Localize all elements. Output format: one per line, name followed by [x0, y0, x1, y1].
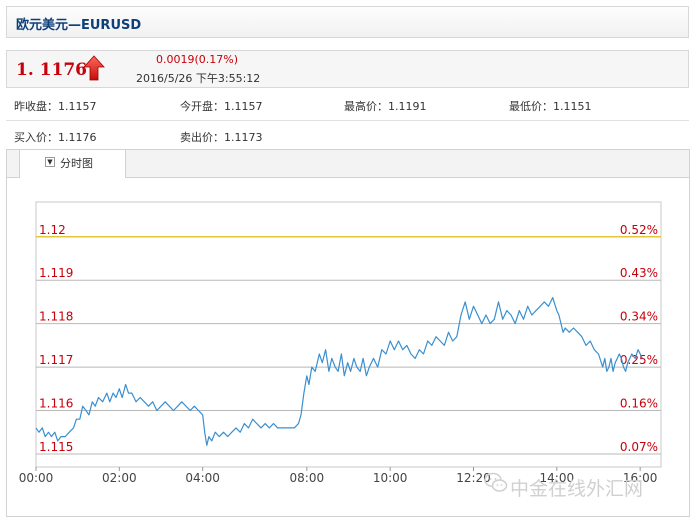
bid-price: 买入价：1.1176: [14, 131, 97, 144]
x-tick-label: 08:00: [290, 471, 325, 485]
low-price: 最低价：1.1151: [509, 100, 592, 113]
y-tick-label: 1.119: [39, 266, 73, 280]
prev-close: 昨收盘：1.1157: [14, 100, 97, 113]
stats-row-2: 买入价：1.1176 卖出价：1.1173: [6, 121, 689, 151]
page-title: 欧元美元—EURUSD: [16, 18, 142, 33]
wechat-icon: [484, 472, 508, 498]
y-tick-label-right: 0.43%: [620, 266, 658, 280]
x-tick-label: 04:00: [185, 471, 220, 485]
y-tick-label-right: 0.34%: [620, 310, 658, 324]
ask-price: 卖出价：1.1173: [180, 131, 263, 144]
x-tick-label: 02:00: [102, 471, 137, 485]
tab-label: 分时图: [60, 157, 93, 170]
y-tick-label: 1.118: [39, 310, 73, 324]
stats-row-1: 昨收盘：1.1157 今开盘：1.1157 最高价：1.1191 最低价：1.1…: [6, 90, 689, 121]
x-tick-label: 14:00: [540, 471, 575, 485]
price-change: 0.0019(0.17%): [156, 53, 239, 66]
high-price: 最高价：1.1191: [344, 100, 427, 113]
dropdown-icon[interactable]: ▼: [45, 157, 55, 167]
watermark-text: 中金在线外汇网: [510, 478, 644, 500]
current-price: 1. 1176: [16, 60, 87, 80]
chart-panel: ▼ 分时图 1.12 0.52% 1.119 0.43% 1.118 0.34% 1.117…: [6, 149, 690, 517]
watermark: 中金在线外汇网: [484, 472, 643, 500]
open-price: 今开盘：1.1157: [180, 100, 263, 113]
tab-intraday[interactable]: ▼ 分时图: [19, 150, 126, 178]
price-line: [35, 297, 643, 446]
x-tick-label: 16:00: [623, 471, 658, 485]
y-tick-label: 1.115: [39, 440, 73, 454]
title-bar: 欧元美元—EURUSD: [6, 6, 689, 38]
tab-strip: ▼ 分时图: [7, 150, 689, 178]
x-tick-label: 00:00: [19, 471, 54, 485]
plot-area: [35, 201, 662, 468]
x-tick-label: 12:20: [456, 471, 491, 485]
quote-bar: 1. 1176 0.0019(0.17%) 2016/5/26 下午3:55:1…: [6, 50, 689, 88]
quote-timestamp: 2016/5/26 下午3:55:12: [136, 72, 261, 85]
y-tick-label: 1.12: [39, 223, 66, 237]
intraday-chart: 1.12 0.52% 1.119 0.43% 1.118 0.34% 1.117 0.25% 1…: [19, 201, 662, 485]
y-tick-label-right: 0.16%: [620, 397, 658, 411]
y-tick-label: 1.117: [39, 353, 73, 367]
up-arrow-icon: [83, 55, 105, 85]
y-tick-label-right: 0.25%: [620, 353, 658, 367]
x-tick-label: 10:00: [373, 471, 408, 485]
y-tick-label-right: 0.07%: [620, 440, 658, 454]
y-tick-label: 1.116: [39, 397, 73, 411]
y-tick-label-right: 0.52%: [620, 223, 658, 237]
